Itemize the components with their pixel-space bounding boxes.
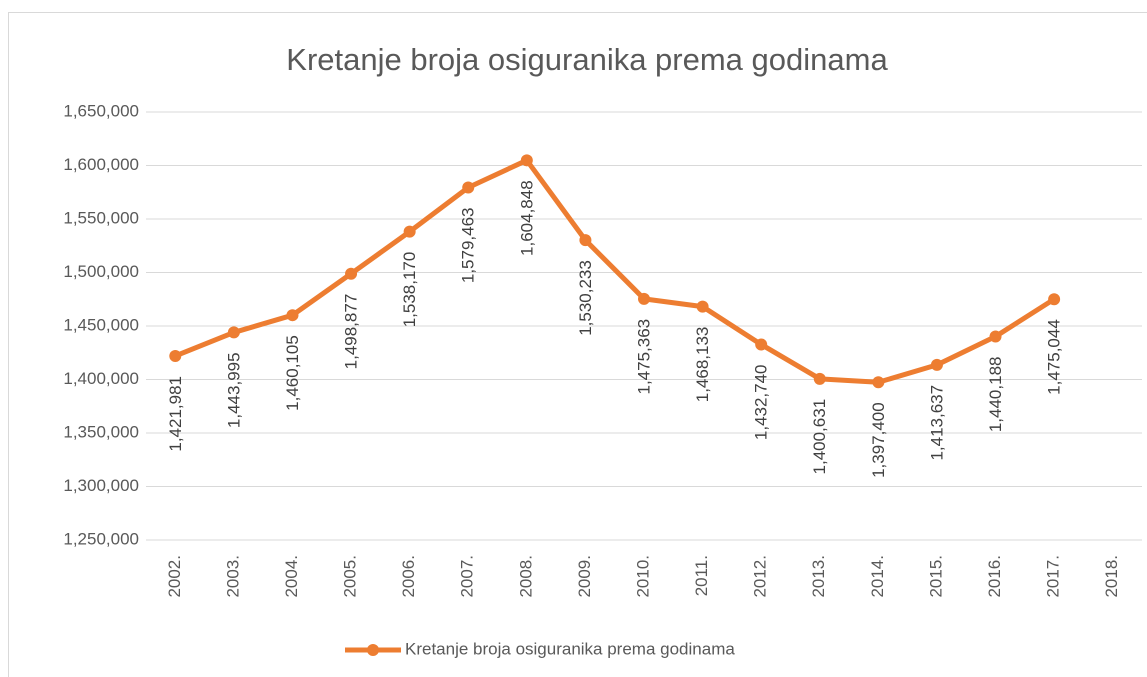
x-tick-label: 2009.	[575, 555, 594, 598]
x-tick-label: 2012.	[751, 555, 770, 598]
y-tick-label: 1,650,000	[63, 101, 139, 120]
data-label: 1,579,463	[459, 207, 478, 283]
y-tick-label: 1,300,000	[63, 476, 139, 495]
y-tick-label: 1,450,000	[63, 315, 139, 334]
data-label: 1,538,170	[400, 252, 419, 328]
data-label: 1,413,637	[927, 385, 946, 461]
data-label: 1,604,848	[517, 180, 536, 256]
data-point	[755, 338, 768, 351]
data-point	[930, 358, 943, 371]
y-tick-label: 1,350,000	[63, 422, 139, 441]
chart-title: Kretanje broja osiguranika prema godinam…	[286, 42, 888, 77]
data-point	[872, 376, 885, 389]
data-point	[403, 225, 416, 238]
data-label: 1,460,105	[283, 335, 302, 411]
y-tick-label: 1,400,000	[63, 369, 139, 388]
data-point	[462, 181, 475, 194]
y-tick-label: 1,250,000	[63, 529, 139, 548]
data-point	[345, 267, 358, 280]
series-line	[174, 157, 1056, 385]
legend-label: Kretanje broja osiguranika prema godinam…	[405, 639, 735, 658]
data-label: 1,400,631	[810, 399, 829, 475]
data-label: 1,475,363	[634, 319, 653, 395]
x-tick-label: 2004.	[282, 555, 301, 598]
data-label: 1,443,995	[224, 352, 243, 428]
data-label: 1,498,877	[342, 294, 361, 370]
x-tick-label: 2018.	[1102, 555, 1121, 598]
x-tick-label: 2015.	[926, 555, 945, 598]
data-label: 1,440,188	[986, 356, 1005, 432]
data-point	[169, 349, 182, 362]
x-tick-label: 2002.	[165, 555, 184, 598]
y-tick-label: 1,600,000	[63, 155, 139, 174]
data-point	[579, 234, 592, 247]
x-tick-label: 2014.	[868, 555, 887, 598]
x-tick-label: 2008.	[516, 555, 535, 598]
data-label: 1,530,233	[576, 260, 595, 336]
legend-marker	[367, 644, 379, 656]
data-point	[227, 326, 240, 339]
x-tick-label: 2016.	[985, 555, 1004, 598]
data-point	[286, 309, 299, 322]
x-tick-label: 2007.	[458, 555, 477, 598]
data-label: 1,421,981	[166, 376, 185, 452]
x-tick-label: 2013.	[809, 555, 828, 598]
x-tick-label: 2006.	[399, 555, 418, 598]
x-tick-label: 2005.	[341, 555, 360, 598]
data-point	[813, 372, 826, 385]
data-point	[1048, 293, 1061, 306]
data-label: 1,468,133	[693, 327, 712, 403]
x-tick-label: 2011.	[692, 555, 711, 596]
data-label: 1,475,044	[1045, 319, 1064, 395]
y-tick-label: 1,500,000	[63, 262, 139, 281]
data-point	[989, 330, 1002, 343]
x-tick-label: 2017.	[1044, 555, 1063, 598]
data-label: 1,432,740	[752, 364, 771, 440]
data-point	[696, 300, 709, 313]
data-label: 1,397,400	[869, 402, 888, 478]
y-tick-label: 1,550,000	[63, 208, 139, 227]
data-point	[638, 292, 650, 305]
x-tick-label: 2003.	[223, 555, 242, 598]
x-tick-label: 2010.	[633, 555, 652, 598]
data-point	[520, 154, 533, 167]
